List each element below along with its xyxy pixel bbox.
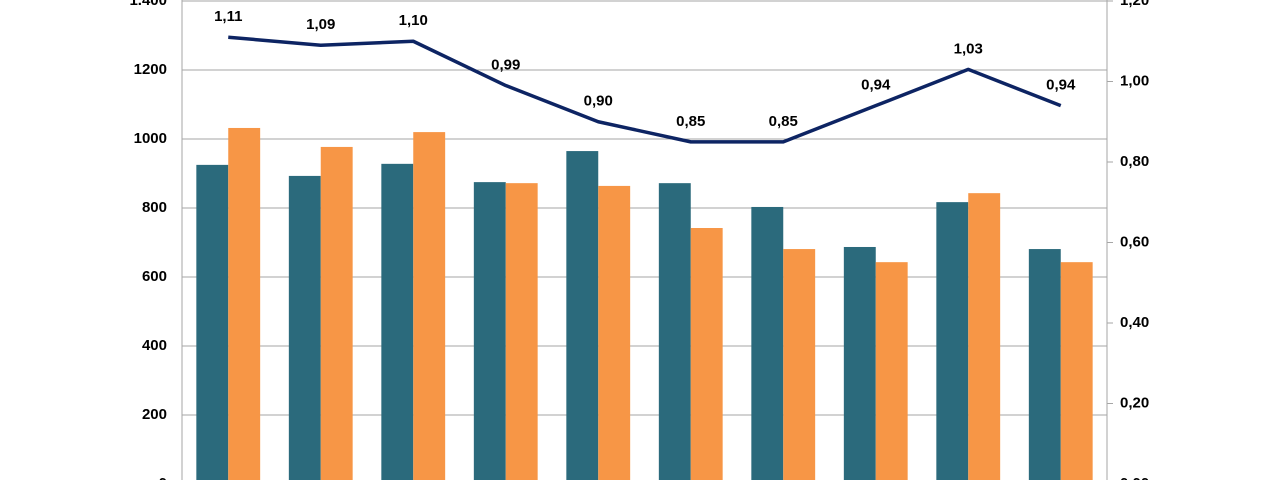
bar [228, 127, 261, 480]
y2-tick-label: 1,00 [1120, 72, 1149, 89]
data-label: 1,11 [214, 8, 242, 25]
y-tick-label: 1.400 [129, 0, 167, 9]
bar [1028, 249, 1061, 480]
bar [288, 175, 321, 480]
data-label: 0,85 [676, 113, 705, 130]
y-tick-label: 400 [142, 337, 167, 354]
bar [875, 262, 908, 480]
y-tick-label: 600 [142, 268, 167, 285]
bar [1060, 262, 1093, 480]
data-label: 0,94 [861, 77, 891, 94]
bar [783, 249, 816, 480]
y2-tick-label: 0,20 [1120, 394, 1149, 411]
bar [658, 183, 691, 480]
bar [936, 202, 969, 480]
y-tick-label: 1200 [134, 61, 167, 78]
y2-tick-label: 0,80 [1120, 153, 1149, 170]
bar [598, 185, 631, 480]
bar [968, 193, 1001, 480]
bar [320, 146, 353, 480]
y-tick-label: 200 [142, 406, 167, 423]
bar [413, 132, 446, 480]
bar [751, 206, 784, 480]
y2-tick-label: 0,40 [1120, 314, 1149, 331]
bar [690, 228, 723, 480]
bar [473, 182, 506, 480]
y-tick-label: 0 [159, 475, 167, 480]
data-label: 0,99 [491, 56, 520, 73]
y2-tick-label: 0,60 [1120, 233, 1149, 250]
bar [196, 164, 229, 480]
line [228, 35, 1062, 144]
y-tick-label: 800 [142, 199, 167, 216]
data-label: 0,85 [769, 113, 798, 130]
data-label: 0,94 [1046, 77, 1076, 94]
y-tick-label: 1000 [134, 130, 167, 147]
bar [843, 246, 876, 480]
data-label: 0,90 [584, 93, 613, 110]
bar [381, 163, 414, 480]
data-label: 1,03 [954, 40, 983, 57]
data-label: 1,09 [306, 16, 335, 33]
data-label: 1,10 [399, 12, 428, 29]
y2-tick-label: 0,00 [1120, 475, 1149, 480]
bar [566, 151, 599, 480]
bar [505, 183, 538, 480]
y2-tick-label: 1,20 [1120, 0, 1149, 9]
